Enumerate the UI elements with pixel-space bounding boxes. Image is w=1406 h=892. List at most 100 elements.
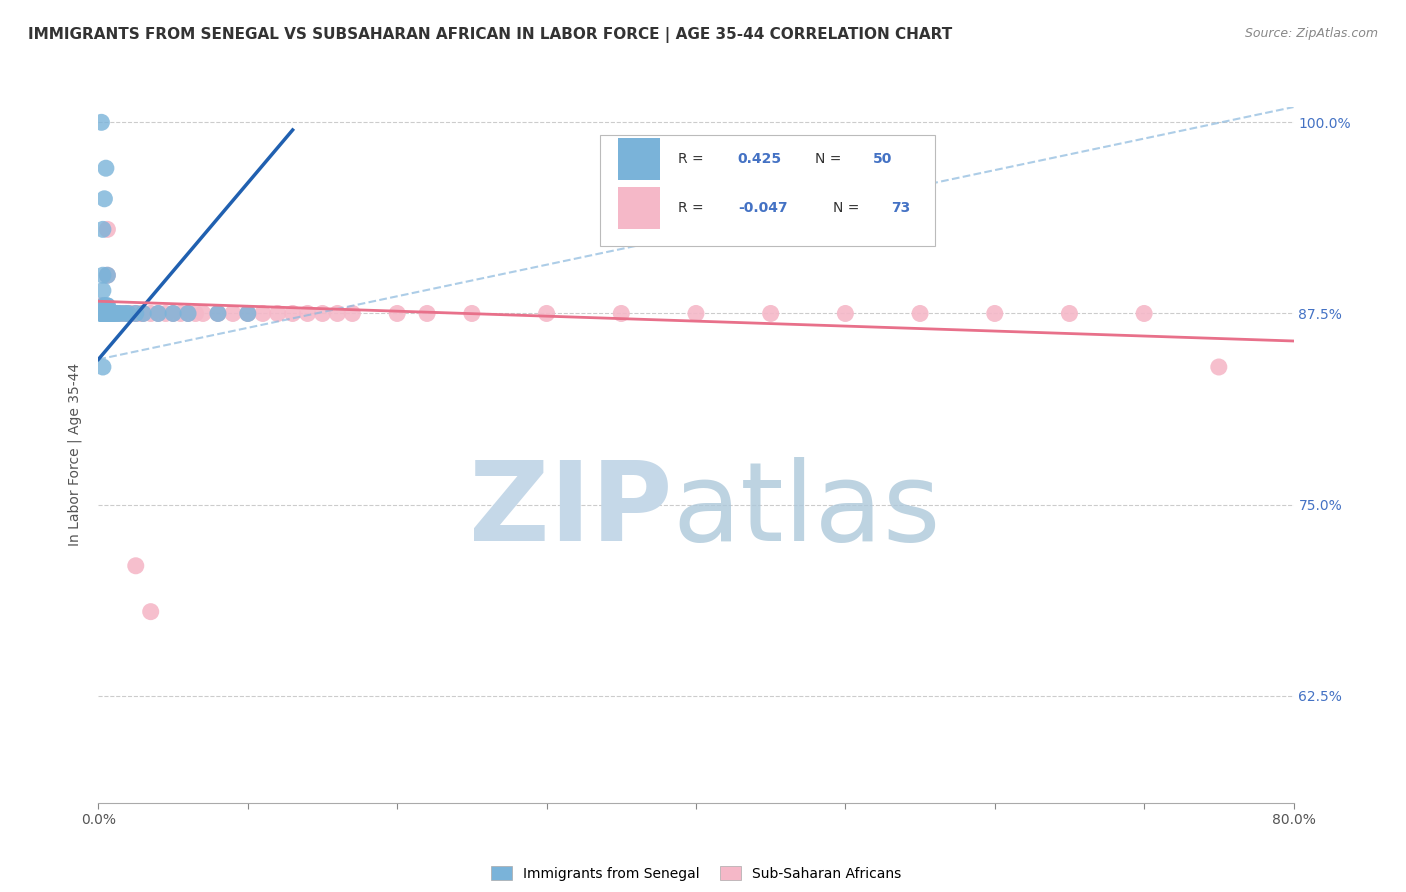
Point xyxy=(984,306,1007,320)
Point xyxy=(94,161,117,176)
Point xyxy=(96,299,118,313)
Point xyxy=(96,299,118,313)
Point xyxy=(1208,359,1230,374)
Point xyxy=(105,306,128,320)
Point xyxy=(97,306,120,320)
Point xyxy=(222,306,245,320)
Text: IMMIGRANTS FROM SENEGAL VS SUBSAHARAN AFRICAN IN LABOR FORCE | AGE 35-44 CORRELA: IMMIGRANTS FROM SENEGAL VS SUBSAHARAN AF… xyxy=(28,27,952,43)
Text: 50: 50 xyxy=(873,153,893,166)
Point xyxy=(311,306,333,320)
Point xyxy=(1133,306,1156,320)
Point xyxy=(114,306,136,320)
Point xyxy=(252,306,274,320)
Point xyxy=(125,558,148,573)
Point xyxy=(103,306,125,320)
Point xyxy=(297,306,319,320)
Point xyxy=(342,306,364,320)
Point xyxy=(1059,306,1081,320)
Point xyxy=(110,306,132,320)
Point xyxy=(155,306,177,320)
Point xyxy=(94,306,117,320)
Text: R =: R = xyxy=(678,201,709,215)
Point xyxy=(148,306,170,320)
Point xyxy=(91,306,114,320)
Point xyxy=(90,306,112,320)
Point xyxy=(91,306,114,320)
Point xyxy=(834,306,856,320)
Point xyxy=(281,306,304,320)
Point xyxy=(90,299,112,313)
Point xyxy=(101,306,124,320)
Point xyxy=(100,306,122,320)
Text: R =: R = xyxy=(678,153,709,166)
Point xyxy=(184,306,207,320)
Point xyxy=(112,306,135,320)
Point xyxy=(96,268,118,283)
Point xyxy=(139,605,162,619)
Point xyxy=(96,306,118,320)
Text: N =: N = xyxy=(834,201,865,215)
Point xyxy=(162,306,184,320)
Point xyxy=(93,306,115,320)
Point xyxy=(103,306,125,320)
Point xyxy=(326,306,349,320)
Point xyxy=(461,306,484,320)
Point xyxy=(94,306,117,320)
Point xyxy=(94,306,117,320)
Point xyxy=(100,306,122,320)
Text: N =: N = xyxy=(815,153,846,166)
Point xyxy=(94,306,117,320)
Text: atlas: atlas xyxy=(672,457,941,564)
Point xyxy=(110,306,132,320)
Point xyxy=(236,306,259,320)
Text: -0.047: -0.047 xyxy=(738,201,787,215)
Text: ZIP: ZIP xyxy=(468,457,672,564)
Point xyxy=(93,306,115,320)
Point xyxy=(91,306,114,320)
Point xyxy=(191,306,214,320)
Point xyxy=(236,306,259,320)
Point xyxy=(90,306,112,320)
Point xyxy=(100,306,122,320)
Point xyxy=(94,299,117,313)
Point xyxy=(97,306,120,320)
Point xyxy=(536,306,558,320)
Point xyxy=(103,306,125,320)
Point xyxy=(97,306,120,320)
Point xyxy=(177,306,200,320)
Point xyxy=(105,306,128,320)
Point xyxy=(177,306,200,320)
Point xyxy=(117,306,139,320)
Point xyxy=(104,306,127,320)
Point xyxy=(416,306,439,320)
Point xyxy=(96,222,118,236)
Point xyxy=(90,115,112,129)
Point xyxy=(132,306,155,320)
Legend: Immigrants from Senegal, Sub-Saharan Africans: Immigrants from Senegal, Sub-Saharan Afr… xyxy=(485,861,907,887)
Point xyxy=(103,306,125,320)
Point xyxy=(93,192,115,206)
Point xyxy=(93,306,115,320)
Point xyxy=(105,306,128,320)
Point xyxy=(91,359,114,374)
Point xyxy=(114,306,136,320)
Point xyxy=(96,306,118,320)
Point xyxy=(93,306,115,320)
Point xyxy=(759,306,782,320)
Point xyxy=(148,306,170,320)
FancyBboxPatch shape xyxy=(619,187,661,228)
Point xyxy=(129,306,152,320)
Point xyxy=(90,306,112,320)
Point xyxy=(132,306,155,320)
Point xyxy=(207,306,229,320)
Point xyxy=(91,268,114,283)
Point xyxy=(91,299,114,313)
Point xyxy=(267,306,290,320)
Point xyxy=(207,306,229,320)
Point xyxy=(610,306,633,320)
Point xyxy=(125,306,148,320)
Point xyxy=(685,306,707,320)
Point xyxy=(97,306,120,320)
Point xyxy=(107,306,129,320)
Point xyxy=(385,306,409,320)
